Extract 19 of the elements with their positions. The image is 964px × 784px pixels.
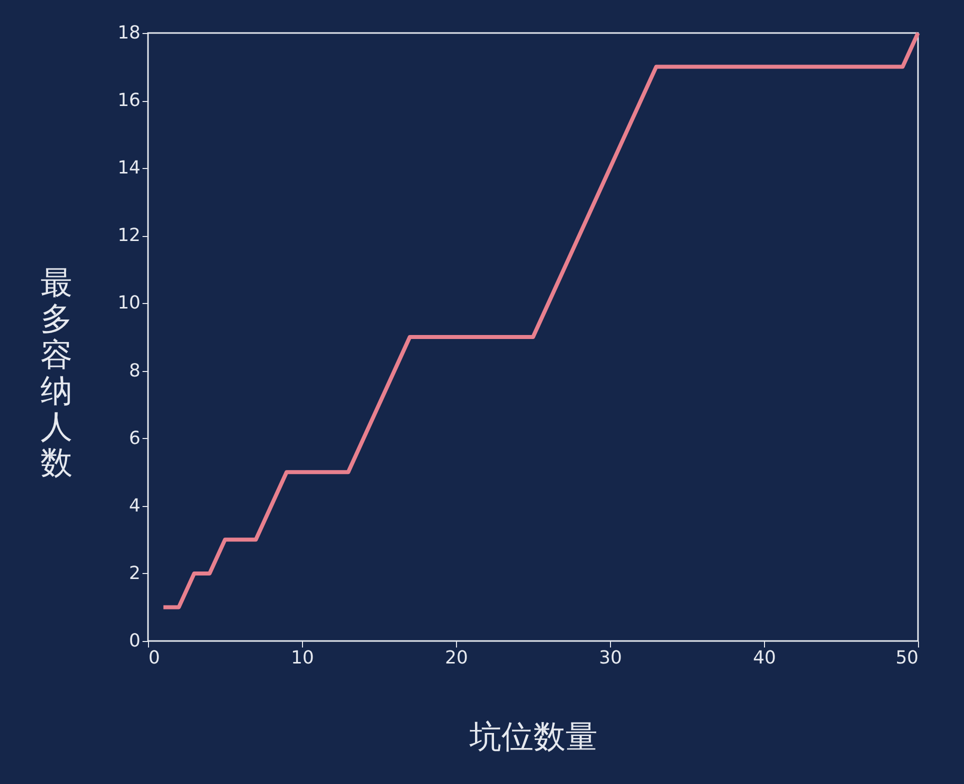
- line-series: [161, 31, 920, 610]
- x-tick-label: 40: [753, 648, 776, 668]
- y-tick-label: 12: [118, 225, 140, 246]
- y-tick-label: 6: [129, 428, 140, 449]
- x-tick-label: 10: [291, 648, 314, 668]
- y-tick-label: 18: [118, 22, 140, 44]
- x-tick-label: 20: [445, 648, 468, 668]
- y-tick-label: 14: [118, 158, 140, 179]
- y-tick-label: 10: [118, 292, 140, 314]
- y-tick-label: 0: [129, 630, 140, 652]
- y-tick-label: 4: [129, 495, 140, 516]
- y-axis-title: 最多容纳人数: [40, 264, 72, 480]
- x-axis-title: 坑位数量: [468, 718, 598, 754]
- x-tick-label: 50: [896, 648, 918, 668]
- y-tick-label: 2: [129, 562, 140, 584]
- y-tick-label: 8: [129, 360, 140, 382]
- x-tick-label: 0: [148, 648, 160, 668]
- x-tick-label: 30: [599, 648, 622, 668]
- y-tick-label: 16: [118, 90, 140, 112]
